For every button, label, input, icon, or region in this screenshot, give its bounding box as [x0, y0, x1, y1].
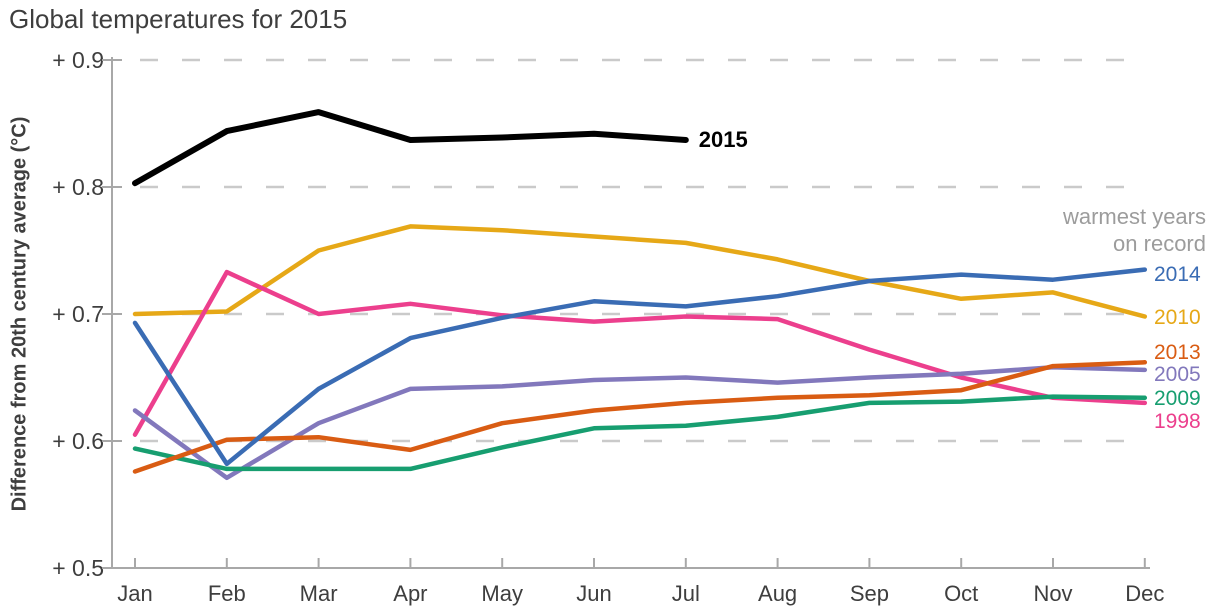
series-label-2015: 2015	[698, 127, 748, 152]
x-tick-label: Apr	[393, 581, 428, 606]
series-line-2010	[132, 224, 1148, 319]
y-tick-label: + 0.8	[52, 174, 104, 200]
x-tick-label: Aug	[758, 581, 798, 606]
legend-note-line1: warmest years	[1062, 204, 1206, 229]
x-tick-label: Dec	[1125, 581, 1165, 606]
x-tick-label: Feb	[207, 581, 246, 606]
series-label-1998: 1998	[1154, 409, 1201, 433]
x-tick-label: May	[481, 581, 523, 606]
y-tick-label: + 0.7	[52, 301, 104, 327]
x-tick-label: Nov	[1033, 581, 1073, 606]
x-tick-label: Jan	[117, 581, 153, 606]
series-label-2005: 2005	[1154, 362, 1201, 386]
series-label-2010: 2010	[1154, 305, 1201, 329]
y-tick-label: + 0.5	[52, 555, 104, 581]
x-tick-label: Sep	[849, 581, 889, 606]
series-line-1998	[132, 269, 1148, 437]
legend-note-line2: on record	[1113, 231, 1206, 256]
x-tick-label: Mar	[299, 581, 338, 606]
y-tick-label: + 0.6	[52, 428, 104, 454]
x-tick-label: Jun	[576, 581, 612, 606]
x-tick-label: Jul	[671, 581, 700, 606]
series-label-2013: 2013	[1154, 341, 1201, 365]
series-label-2014: 2014	[1154, 262, 1201, 286]
x-tick-label: Oct	[944, 581, 979, 606]
series-line-2013	[132, 360, 1148, 474]
series-line-2014	[132, 267, 1148, 467]
legend-note: warmest years on record	[1063, 203, 1206, 257]
series-line-2009	[132, 394, 1148, 472]
series-line-2015	[132, 109, 689, 187]
series-line-2005	[132, 365, 1148, 481]
y-tick-label: + 0.9	[52, 47, 104, 73]
series-label-2009: 2009	[1154, 386, 1201, 410]
chart-title: Global temperatures for 2015	[9, 4, 348, 34]
